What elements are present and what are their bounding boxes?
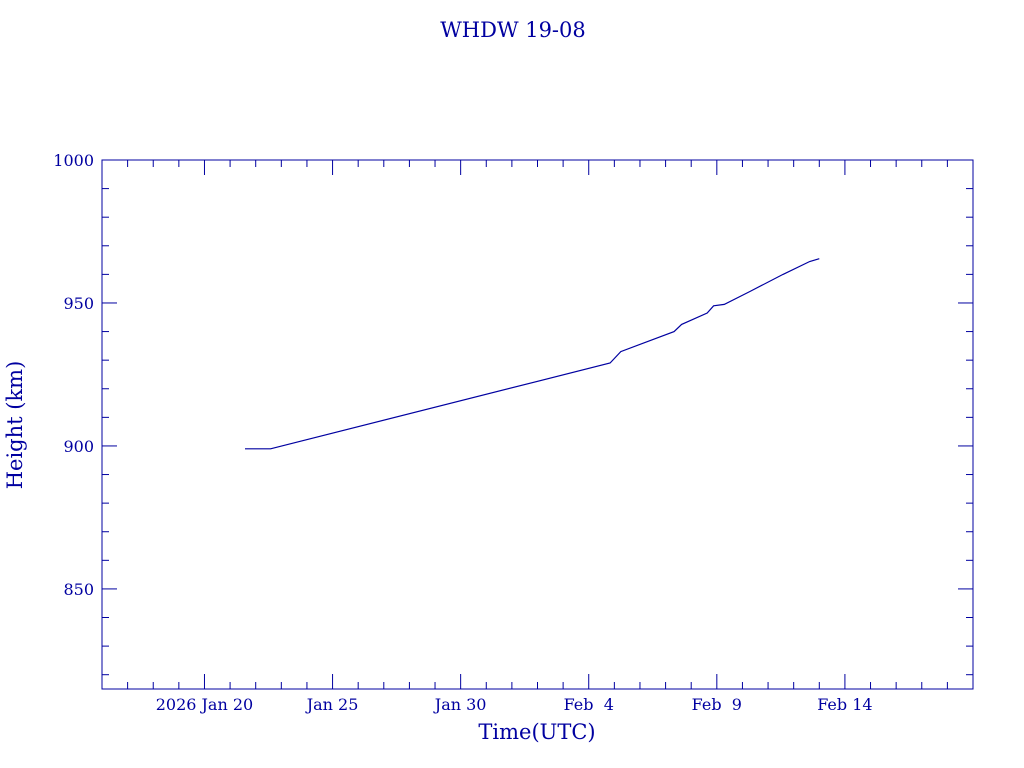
x-tick-label: 2026 Jan 20 — [156, 695, 254, 714]
y-tick-label: 1000 — [53, 151, 94, 170]
x-tick-label: Jan 30 — [433, 695, 487, 714]
x-tick-label: Jan 25 — [305, 695, 359, 714]
y-tick-label: 950 — [63, 294, 94, 313]
x-tick-label: Feb 4 — [564, 695, 614, 714]
x-tick-label: Feb 9 — [692, 695, 742, 714]
series-line — [245, 258, 820, 450]
x-tick-labels: 2026 Jan 20 Jan 25 Jan 30 Feb 4 Feb 9 Feb 14 — [156, 695, 873, 714]
x-axis-label: Time(UTC) — [478, 720, 595, 744]
y-tick-label: 900 — [63, 437, 94, 456]
y-axis-label: Height (km) — [3, 361, 27, 490]
plot-frame — [101, 159, 974, 690]
y-tick-labels: 850 900 950 1000 — [53, 151, 94, 599]
series-group — [245, 258, 820, 450]
axis-ticks — [102, 159, 973, 689]
chart-title: WHDW 19-08 — [440, 18, 586, 42]
x-tick-label: Feb 14 — [817, 695, 872, 714]
y-tick-label: 850 — [63, 580, 94, 599]
